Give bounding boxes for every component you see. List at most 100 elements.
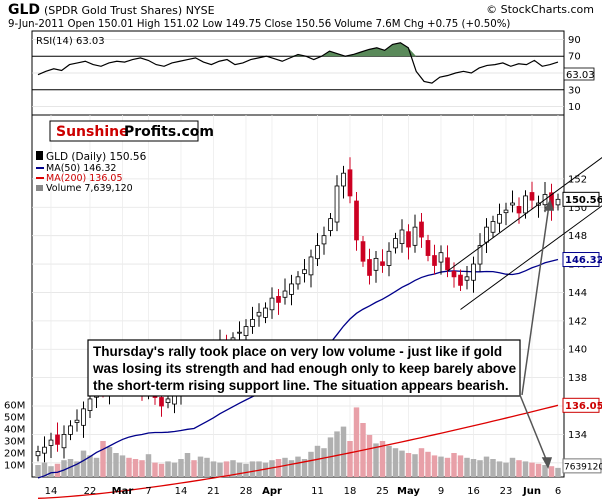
volume-bar (444, 457, 451, 477)
price-candle (289, 274, 294, 306)
candle-body (432, 255, 437, 266)
rsi-tick-label: 30 (568, 85, 581, 96)
x-axis-label: 9 (438, 486, 444, 497)
price-candle (302, 258, 307, 283)
candle-body (237, 331, 242, 334)
volume-tick-label: 40M (4, 425, 25, 436)
volume-bar (334, 431, 340, 477)
candle-body (341, 172, 346, 187)
watermark: Sunshine Profits.com (49, 120, 214, 142)
x-axis-label: 16 (467, 486, 480, 497)
volume-bar (93, 457, 100, 477)
volume-bar (171, 462, 178, 477)
price-candle (432, 244, 437, 275)
volume-bar (100, 441, 106, 477)
candle-body (399, 229, 405, 245)
channel-lower-line (460, 205, 602, 310)
candle-body (74, 419, 80, 423)
candle-body (159, 397, 164, 407)
candle-body (48, 439, 54, 446)
price-candle (334, 175, 340, 232)
candle-body (458, 274, 463, 286)
candle-body (61, 434, 67, 449)
price-candle (341, 165, 346, 199)
volume-bar (87, 455, 93, 477)
price-tick-label: 144 (568, 288, 587, 299)
rsi-line (37, 42, 559, 84)
candle-body (490, 221, 496, 233)
price-candle (497, 203, 502, 233)
volume-bar (113, 453, 119, 477)
volume-bar (106, 447, 113, 477)
candle-body (68, 425, 73, 435)
volume-bar (282, 457, 288, 477)
candle-body (263, 307, 268, 318)
volume-tick-label: 20M (4, 449, 25, 460)
legend-ma200: MA(200) 136.05 (46, 173, 123, 184)
volume-tick-label: 30M (4, 437, 25, 448)
legend-ma50: MA(50) 146.32 (46, 163, 116, 174)
candle-body (425, 240, 431, 256)
volume-bar (438, 456, 444, 477)
price-tick-label: 140 (568, 345, 587, 356)
volume-bar (61, 460, 67, 477)
volume-bar (412, 454, 418, 477)
candle-body (438, 252, 444, 263)
price-candle (282, 278, 288, 305)
copyright: © StockCharts.com (486, 3, 594, 16)
candle-body (81, 408, 86, 426)
price-tick-label: 138 (568, 373, 587, 384)
candle-body (282, 290, 288, 298)
rsi-overbought-fill (290, 42, 417, 57)
volume-bar (308, 451, 314, 477)
volume-bar (373, 443, 379, 477)
candle-body (256, 311, 262, 317)
volume-bar (418, 448, 425, 477)
volume-bar (392, 448, 399, 477)
price-candle (360, 235, 366, 267)
candle-body (510, 202, 515, 206)
candle-body (87, 398, 93, 411)
volume-bar (399, 450, 405, 477)
annotation-line-3: the short-term rising support line. The … (93, 378, 509, 393)
volume-bar (555, 467, 561, 477)
volume-bar (223, 461, 230, 477)
price-candle (321, 226, 327, 255)
price-candle (367, 248, 372, 285)
candle-body (477, 245, 483, 265)
price-candle (510, 190, 515, 213)
price-candle (68, 420, 73, 441)
price-candle (373, 250, 379, 283)
candle-body (367, 259, 372, 276)
volume-bar (457, 455, 464, 477)
quote-line: 9-Jun-2011 Open 150.01 High 151.02 Low 1… (8, 19, 510, 30)
rsi-tick-label: 70 (568, 52, 581, 63)
price-candle (555, 193, 561, 211)
volume-bar (132, 459, 139, 477)
volume-bar (542, 465, 548, 477)
volume-bar (379, 441, 386, 477)
volume-bar (152, 462, 158, 477)
price-candle (458, 269, 463, 292)
candle-body (35, 451, 41, 457)
x-axis-label: 28 (240, 486, 253, 497)
price-legend: GLD (Daily) 150.56 MA(50) 146.32 MA(200)… (36, 151, 147, 194)
candle-body (269, 297, 275, 311)
volume-bar (165, 461, 171, 477)
candle-body (243, 326, 249, 337)
volume-bar (145, 454, 152, 477)
price-candle (516, 197, 522, 224)
price-candle (406, 224, 411, 260)
volume-value-tag-text: 7639120 (564, 462, 602, 472)
volume-bar (178, 459, 184, 477)
volume-bar (321, 448, 327, 477)
volume-bar (80, 450, 87, 477)
ma200-line (37, 404, 559, 499)
volume-bar (48, 466, 54, 477)
volume-bar (184, 453, 191, 477)
volume-bar (503, 462, 509, 477)
volume-bar (431, 455, 438, 477)
candle-body (445, 257, 450, 271)
rsi-tick-label: 10 (568, 102, 581, 113)
x-axis-label: Apr (262, 486, 282, 497)
